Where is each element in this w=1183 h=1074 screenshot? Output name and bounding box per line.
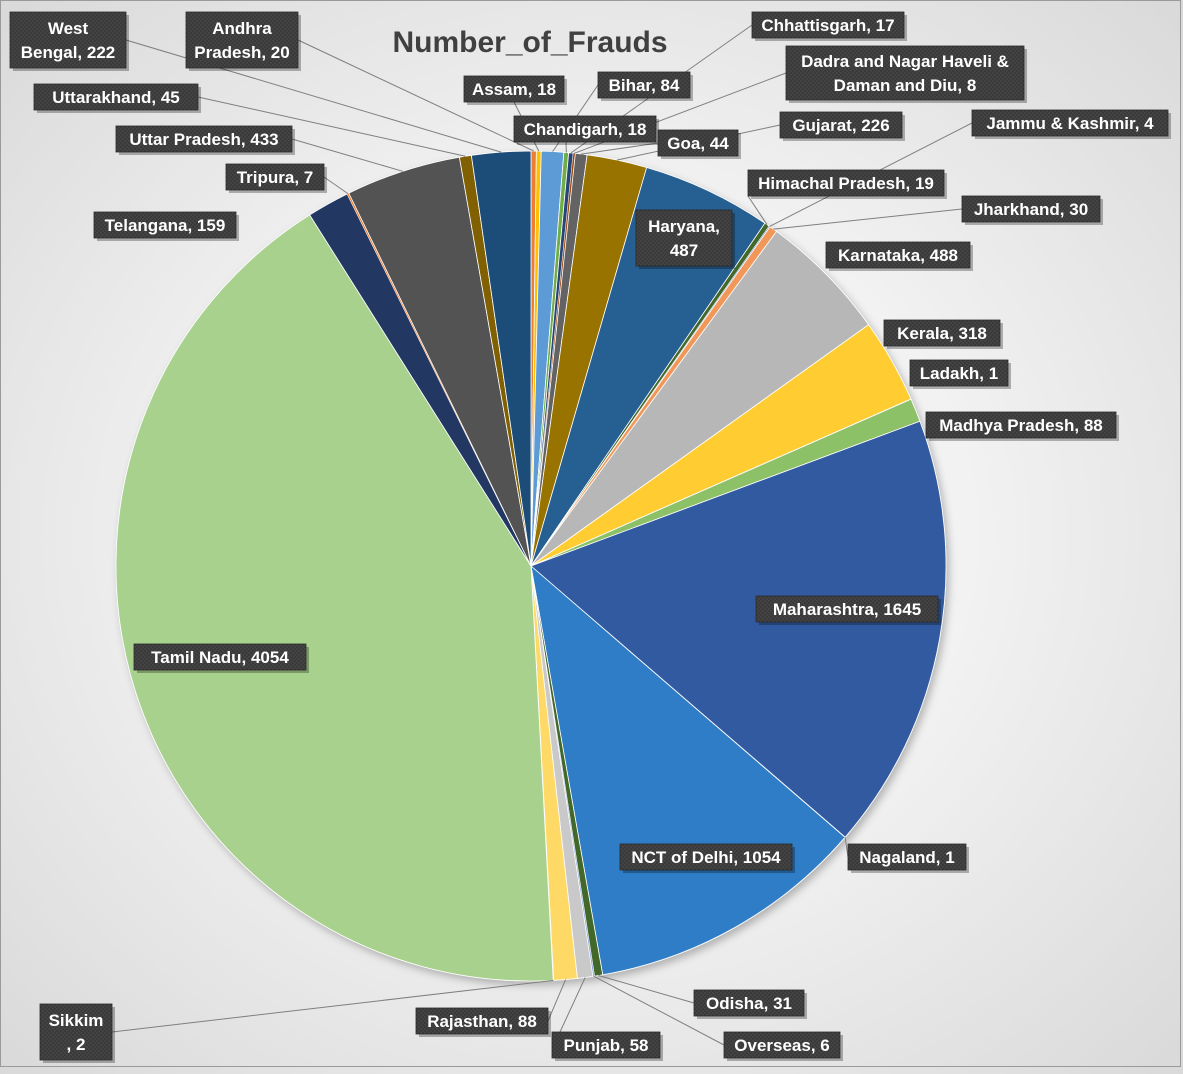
leader-line [324, 177, 348, 194]
data-label-overseas: Overseas, 6 [724, 1032, 843, 1061]
data-label-dadra-and-nagar-haveli-daman-and-diu: Dadra and Nagar Haveli &Daman and Diu, 8 [786, 46, 1027, 103]
svg-text:Jharkhand, 30: Jharkhand, 30 [974, 200, 1088, 219]
data-label-chhattisgarh: Chhattisgarh, 17 [752, 12, 907, 41]
svg-text:Chhattisgarh, 17: Chhattisgarh, 17 [761, 16, 894, 35]
svg-text:Jammu & Kashmir, 4: Jammu & Kashmir, 4 [986, 114, 1154, 133]
svg-text:Karnataka, 488: Karnataka, 488 [838, 246, 958, 265]
leader-line [599, 976, 694, 1004]
data-label-jharkhand: Jharkhand, 30 [962, 196, 1103, 225]
leader-line [560, 978, 585, 1033]
svg-text:Uttarakhand, 45: Uttarakhand, 45 [52, 88, 180, 107]
data-label-rajasthan: Rajasthan, 88 [416, 1008, 551, 1037]
data-label-gujarat: Gujarat, 226 [780, 112, 905, 141]
data-label-bihar: Bihar, 84 [598, 72, 693, 101]
svg-text:Himachal Pradesh, 19: Himachal Pradesh, 19 [758, 174, 934, 193]
svg-text:Odisha, 31: Odisha, 31 [706, 994, 792, 1013]
data-label-himachal-pradesh: Himachal Pradesh, 19 [748, 170, 947, 199]
data-label-kerala: Kerala, 318 [884, 320, 1003, 349]
data-label-telangana: Telangana, 159 [94, 212, 239, 241]
data-label-punjab: Punjab, 58 [552, 1032, 663, 1061]
svg-text:Overseas, 6: Overseas, 6 [734, 1036, 829, 1055]
data-label-assam: Assam, 18 [464, 76, 567, 105]
data-label-sikkim: Sikkim, 2 [40, 1004, 115, 1063]
data-label-jammu-kashmir: Jammu & Kashmir, 4 [972, 110, 1171, 139]
data-label-nagaland: Nagaland, 1 [848, 844, 969, 873]
svg-text:Ladakh, 1: Ladakh, 1 [920, 364, 998, 383]
data-label-uttarakhand: Uttarakhand, 45 [34, 84, 201, 113]
svg-text:Gujarat, 226: Gujarat, 226 [792, 116, 889, 135]
data-label-nct-of-delhi: NCT of Delhi, 1054 [620, 844, 795, 873]
data-label-goa: Goa, 44 [658, 130, 741, 159]
svg-text:Madhya Pradesh, 88: Madhya Pradesh, 88 [939, 416, 1102, 435]
data-label-ladakh: Ladakh, 1 [910, 360, 1011, 389]
svg-text:Punjab, 58: Punjab, 58 [563, 1036, 648, 1055]
svg-text:Assam, 18: Assam, 18 [472, 80, 556, 99]
svg-text:Kerala, 318: Kerala, 318 [897, 324, 987, 343]
svg-text:Bihar, 84: Bihar, 84 [609, 76, 680, 95]
data-label-tamil-nadu: Tamil Nadu, 4054 [134, 644, 309, 673]
data-label-maharashtra: Maharashtra, 1645 [756, 596, 941, 625]
svg-text:Maharashtra, 1645: Maharashtra, 1645 [773, 600, 921, 619]
data-label-odisha: Odisha, 31 [694, 990, 807, 1019]
svg-text:Chandigarh, 18: Chandigarh, 18 [524, 120, 647, 139]
data-label-karnataka: Karnataka, 488 [826, 242, 973, 271]
svg-text:NCT of Delhi, 1054: NCT of Delhi, 1054 [631, 848, 781, 867]
svg-text:Tamil Nadu, 4054: Tamil Nadu, 4054 [151, 648, 289, 667]
leader-line [773, 209, 962, 229]
svg-text:Telangana, 159: Telangana, 159 [105, 216, 226, 235]
data-label-uttar-pradesh: Uttar Pradesh, 433 [116, 126, 295, 155]
data-label-tripura: Tripura, 7 [226, 164, 327, 193]
data-label-madhya-pradesh: Madhya Pradesh, 88 [926, 412, 1119, 441]
svg-text:Rajasthan, 88: Rajasthan, 88 [427, 1012, 537, 1031]
leader-line [845, 837, 848, 857]
svg-text:Tripura, 7: Tripura, 7 [237, 168, 314, 187]
svg-text:Uttar Pradesh, 433: Uttar Pradesh, 433 [129, 130, 278, 149]
data-label-haryana: Haryana,487 [636, 210, 735, 269]
data-label-chandigarh: Chandigarh, 18 [514, 116, 659, 145]
svg-text:Nagaland, 1: Nagaland, 1 [859, 848, 954, 867]
svg-text:Goa, 44: Goa, 44 [667, 134, 729, 153]
chart-title: Number_of_Frauds [392, 26, 667, 59]
